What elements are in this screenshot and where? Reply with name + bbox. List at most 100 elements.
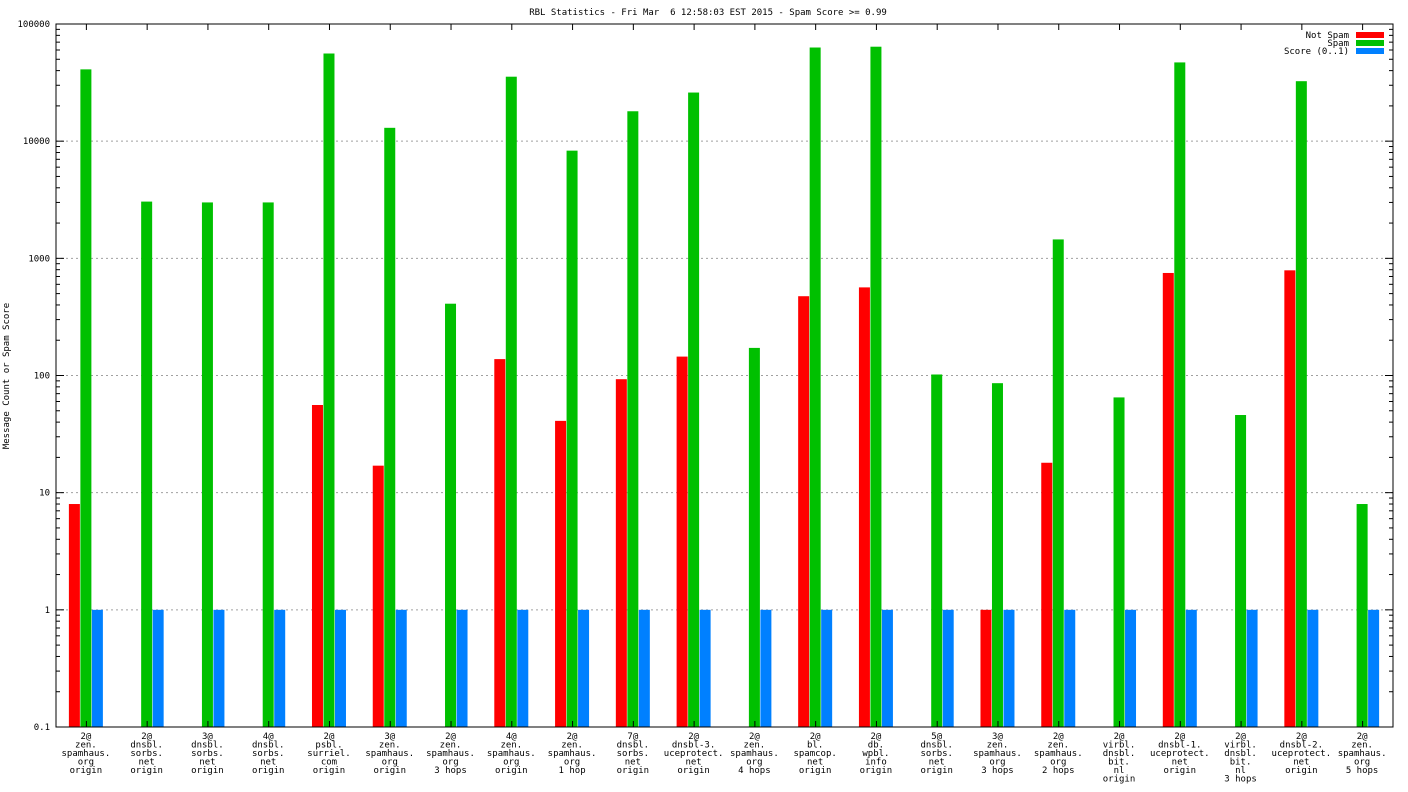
bar <box>1246 609 1258 727</box>
legend-swatch <box>1356 48 1384 54</box>
bar <box>578 609 590 727</box>
bar <box>858 287 870 727</box>
bar <box>1174 62 1186 728</box>
x-tick-label-line: bl. <box>807 741 823 751</box>
x-tick-label-line: sorbs. <box>191 749 224 759</box>
bar <box>760 609 772 727</box>
x-tick-label-line: 2@ <box>1357 732 1368 742</box>
x-tick-label-line: org <box>78 758 94 768</box>
x-tick-label: 2@ psbl. surriel. com origin <box>307 732 350 776</box>
x-tick-label-line: dnsbl. <box>920 741 953 751</box>
x-tick-label-line: origin <box>252 766 285 776</box>
bar <box>456 609 468 727</box>
x-tick-label: 2@ dnsbl. sorbs. net origin <box>130 732 163 776</box>
x-tick-label: 3@ zen. spamhaus. org origin <box>365 732 414 776</box>
x-tick-label-line: origin <box>313 766 346 776</box>
x-tick-label-line: 2@ <box>445 732 456 742</box>
x-tick-label-line: dnsbl. <box>1103 749 1136 759</box>
x-tick-label-line: spamhaus. <box>487 749 536 759</box>
x-tick-label-line: 2@ <box>567 732 578 742</box>
x-tick-label-line: info <box>865 758 887 768</box>
bar <box>1185 609 1197 727</box>
x-tick-label: 2@ virbl. dnsbl. bit. nl 3 hops <box>1224 732 1257 785</box>
x-tick-label-line: dnsbl-3. <box>672 741 715 751</box>
x-tick-label-line: 3@ <box>992 732 1003 742</box>
x-tick-label-line: 5 hops <box>1346 766 1379 776</box>
bar <box>274 609 286 727</box>
x-tick-label-line: zen. <box>561 741 583 751</box>
x-tick-label-line: org <box>503 758 519 768</box>
x-tick-label: 2@ zen. spamhaus. org origin <box>61 732 110 776</box>
x-tick-label-line: origin <box>70 766 103 776</box>
x-tick-label-line: 2@ <box>1053 732 1064 742</box>
bar <box>1041 462 1053 727</box>
x-tick-label-line: 2@ <box>871 732 882 742</box>
x-tick-label-line: sorbs. <box>617 749 650 759</box>
x-tick-label-line: psbl. <box>315 741 342 751</box>
x-tick-label-line: db. <box>868 741 884 751</box>
bar <box>68 504 80 727</box>
x-tick-label-line: spamhaus. <box>426 749 475 759</box>
bar <box>1235 415 1247 727</box>
x-tick-label-line: origin <box>799 766 832 776</box>
x-tick-label-line: zen. <box>1047 741 1069 751</box>
x-tick-label-line: spamhaus. <box>973 749 1022 759</box>
x-tick-label-line: net <box>199 758 215 768</box>
bar <box>638 609 650 727</box>
y-tick-label: 10 <box>39 489 50 499</box>
bar <box>1052 239 1064 727</box>
x-tick-label: 2@ zen. spamhaus. org 5 hops <box>1338 732 1387 776</box>
x-tick-label-line: dnsbl-2. <box>1280 741 1323 751</box>
bar <box>334 609 346 727</box>
bar <box>1368 609 1380 727</box>
x-tick-label-line: origin <box>860 766 893 776</box>
x-tick-label-line: net <box>685 758 701 768</box>
x-tick-label-line: sorbs. <box>252 749 285 759</box>
bar <box>201 202 213 727</box>
x-tick-label-line: 2@ <box>141 732 152 742</box>
y-tick-label: 10000 <box>23 137 50 147</box>
x-tick-label-line: dnsbl. <box>191 741 224 751</box>
legend-swatch <box>1356 32 1384 38</box>
x-tick-label: 3@ zen. spamhaus. org 3 hops <box>973 732 1022 776</box>
x-tick-label-line: sorbs. <box>130 749 163 759</box>
bar <box>1356 504 1368 727</box>
x-tick-label-line: 7@ <box>627 732 638 742</box>
x-tick-label: 2@ zen. spamhaus. org 2 hops <box>1034 732 1083 776</box>
x-tick-label-line: net <box>929 758 945 768</box>
x-tick-label: 2@ dnsbl-3. uceprotect. net origin <box>664 732 724 776</box>
bar <box>1307 609 1319 727</box>
x-tick-label-line: 2@ <box>1296 732 1307 742</box>
bar <box>1125 609 1137 727</box>
x-tick-label-line: com <box>321 758 337 768</box>
y-tick-label: 100000 <box>17 20 50 30</box>
x-tick-label: 4@ zen. spamhaus. org origin <box>487 732 536 776</box>
x-tick-label-line: 3 hops <box>981 766 1014 776</box>
x-tick-label-line: wpbl. <box>862 749 889 759</box>
y-tick-label: 0.1 <box>34 723 50 733</box>
x-tick-label-line: origin <box>495 766 528 776</box>
x-tick-label-line: spamhaus. <box>548 749 597 759</box>
bar <box>699 609 711 727</box>
bar <box>1003 609 1015 727</box>
x-tick-label-line: origin <box>677 766 710 776</box>
bar <box>931 374 943 727</box>
x-tick-label-line: 2@ <box>1114 732 1125 742</box>
x-tick-label-line: spamcop. <box>793 749 836 759</box>
x-tick-label-line: origin <box>617 766 650 776</box>
x-tick-label-line: sorbs. <box>920 749 953 759</box>
x-tick-label-line: 2@ <box>810 732 821 742</box>
bar <box>1162 272 1174 727</box>
x-tick-label-line: spamhaus. <box>365 749 414 759</box>
y-tick-labels: 0.1 1 10 100 1000 10000 100000 <box>17 20 50 733</box>
x-tick-label-line: spamhaus. <box>730 749 779 759</box>
bar <box>1284 270 1296 727</box>
bar <box>991 383 1003 727</box>
x-tick-label-line: uceprotect. <box>1150 749 1210 759</box>
bar <box>1113 397 1125 727</box>
x-tick-label-line: 4 hops <box>738 766 771 776</box>
x-tick-label-line: 3@ <box>384 732 395 742</box>
legend-label: Score (0..1) <box>1284 47 1349 57</box>
bar <box>141 201 153 727</box>
